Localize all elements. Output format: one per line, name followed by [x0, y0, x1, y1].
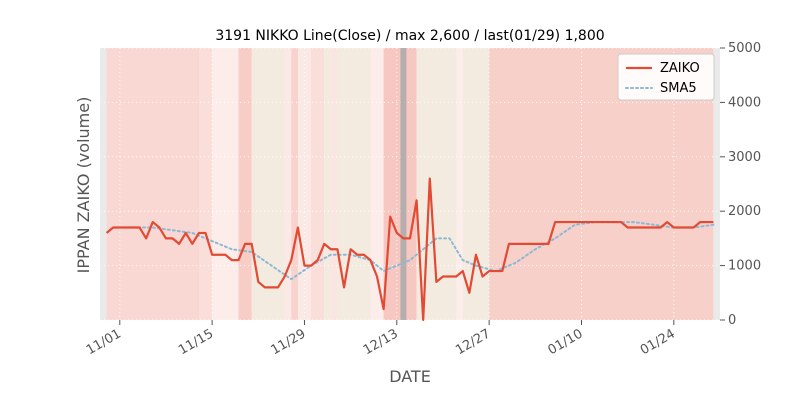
background-band-1 [107, 48, 199, 320]
y-tick-label-4: 4000 [728, 95, 761, 110]
y-tick-label-1: 1000 [728, 259, 761, 274]
background-band-4 [239, 48, 252, 320]
background-band-3 [212, 48, 238, 320]
x-tick-label-5: 01/10 [546, 326, 586, 358]
background-band-16 [456, 48, 463, 320]
x-tick-label-3: 12/13 [361, 326, 401, 358]
legend-label-sma5: SMA5 [660, 81, 697, 96]
y-tick-label-5: 5000 [728, 41, 761, 56]
y-tick-label-3: 3000 [728, 150, 761, 165]
y-axis-label: IPPAN ZAIKO (volume) [74, 97, 93, 274]
background-band-0 [100, 48, 107, 320]
background-band-11 [331, 48, 338, 320]
background-band-10 [324, 48, 331, 320]
x-tick-label-1: 11/15 [176, 326, 216, 358]
x-tick-label-0: 11/01 [84, 326, 124, 358]
chart-title: 3191 NIKKO Line(Close) / max 2,600 / las… [215, 28, 604, 44]
x-axis-label: DATE [389, 367, 431, 386]
background-band-5 [252, 48, 285, 320]
background-band-2 [199, 48, 212, 320]
x-tick-label-2: 11/29 [269, 326, 309, 358]
highlight-marker [400, 48, 406, 320]
highlight-band [400, 48, 406, 320]
x-tick-label-4: 12/27 [453, 326, 493, 358]
x-tick-label-6: 01/24 [638, 326, 678, 358]
y-tick-label-0: 0 [728, 313, 736, 328]
background-band-9 [311, 48, 324, 320]
y-tick-label-2: 2000 [728, 204, 761, 219]
background-band-14 [384, 48, 417, 320]
legend-label-zaiko: ZAIKO [660, 61, 700, 76]
legend: ZAIKO SMA5 [618, 54, 714, 100]
background-band-17 [463, 48, 489, 320]
